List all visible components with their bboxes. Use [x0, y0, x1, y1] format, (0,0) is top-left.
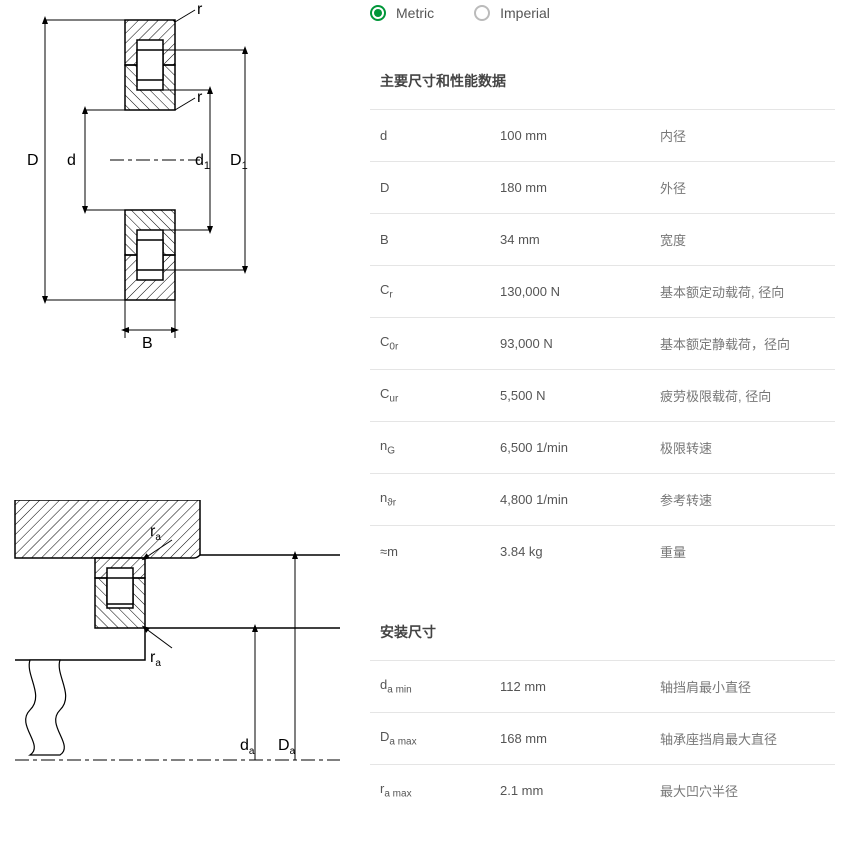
spec-symbol: nϑr — [370, 474, 490, 526]
spec-description: 基本额定动载荷, 径向 — [650, 266, 835, 318]
table-row: B34 mm宽度 — [370, 214, 835, 266]
spec-symbol: ra max — [370, 765, 490, 817]
diagram-column: D d d1 D1 r r — [0, 0, 340, 843]
spec-value: 5,500 N — [490, 370, 650, 422]
dim-label-B: B — [142, 335, 153, 350]
spec-symbol: ≈m — [370, 526, 490, 578]
main-dimensions-table: d100 mm内径D180 mm外径B34 mm宽度Cr130,000 N基本额… — [370, 109, 835, 577]
table-row: D180 mm外径 — [370, 162, 835, 214]
spec-value: 100 mm — [490, 110, 650, 162]
spec-description: 轴承座挡肩最大直径 — [650, 713, 835, 765]
dim-label-r-bottom: r — [197, 89, 203, 106]
table-row: ≈m3.84 kg重量 — [370, 526, 835, 578]
spec-value: 34 mm — [490, 214, 650, 266]
spec-symbol: nG — [370, 422, 490, 474]
table-row: C0r93,000 N基本额定静载荷，径向 — [370, 318, 835, 370]
spec-value: 130,000 N — [490, 266, 650, 318]
radio-metric-label: Metric — [396, 5, 434, 21]
spec-value: 112 mm — [490, 661, 650, 713]
unit-radio-group: Metric Imperial — [370, 5, 835, 21]
spec-value: 168 mm — [490, 713, 650, 765]
spec-symbol: Cur — [370, 370, 490, 422]
table-row: d100 mm内径 — [370, 110, 835, 162]
table-row: ra max2.1 mm最大凹穴半径 — [370, 765, 835, 817]
spec-description: 轴挡肩最小直径 — [650, 661, 835, 713]
spec-description: 外径 — [650, 162, 835, 214]
table-row: Cr130,000 N基本额定动载荷, 径向 — [370, 266, 835, 318]
spec-value: 3.84 kg — [490, 526, 650, 578]
table-row: nϑr4,800 1/min参考转速 — [370, 474, 835, 526]
table-row: Da max168 mm轴承座挡肩最大直径 — [370, 713, 835, 765]
section-title-main: 主要尺寸和性能数据 — [370, 56, 835, 109]
table-row: da min112 mm轴挡肩最小直径 — [370, 661, 835, 713]
table-row: Cur5,500 N疲劳极限载荷, 径向 — [370, 370, 835, 422]
spec-symbol: D — [370, 162, 490, 214]
spec-description: 内径 — [650, 110, 835, 162]
dim-label-da: da — [240, 737, 255, 757]
dim-label-Da: Da — [278, 737, 296, 757]
spec-symbol: Cr — [370, 266, 490, 318]
spec-description: 最大凹穴半径 — [650, 765, 835, 817]
spec-value: 180 mm — [490, 162, 650, 214]
mounting-diagram: ra ra da Da — [0, 500, 330, 790]
table-row: nG6,500 1/min极限转速 — [370, 422, 835, 474]
spec-description: 参考转速 — [650, 474, 835, 526]
dim-label-D: D — [27, 152, 39, 169]
section-title-mounting: 安装尺寸 — [370, 607, 835, 660]
spec-description: 极限转速 — [650, 422, 835, 474]
spec-symbol: Da max — [370, 713, 490, 765]
spec-value: 4,800 1/min — [490, 474, 650, 526]
data-column: Metric Imperial 主要尺寸和性能数据 d100 mm内径D180 … — [340, 0, 850, 843]
dim-label-r-top: r — [197, 1, 203, 18]
spec-value: 6,500 1/min — [490, 422, 650, 474]
spec-value: 93,000 N — [490, 318, 650, 370]
spec-description: 宽度 — [650, 214, 835, 266]
spec-value: 2.1 mm — [490, 765, 650, 817]
radio-imperial-label: Imperial — [500, 5, 550, 21]
dim-label-ra-bottom: ra — [150, 649, 161, 669]
radio-imperial[interactable]: Imperial — [474, 5, 550, 21]
mounting-dimensions-table: da min112 mm轴挡肩最小直径Da max168 mm轴承座挡肩最大直径… — [370, 660, 835, 816]
spec-symbol: da min — [370, 661, 490, 713]
radio-metric[interactable]: Metric — [370, 5, 434, 21]
spec-symbol: B — [370, 214, 490, 266]
spec-symbol: d — [370, 110, 490, 162]
spec-description: 疲劳极限载荷, 径向 — [650, 370, 835, 422]
spec-description: 基本额定静载荷，径向 — [650, 318, 835, 370]
spec-description: 重量 — [650, 526, 835, 578]
spec-symbol: C0r — [370, 318, 490, 370]
dim-label-d1: d1 — [195, 152, 210, 172]
bearing-cross-section-diagram: D d d1 D1 r r — [0, 0, 330, 350]
dim-label-d: d — [67, 152, 76, 169]
